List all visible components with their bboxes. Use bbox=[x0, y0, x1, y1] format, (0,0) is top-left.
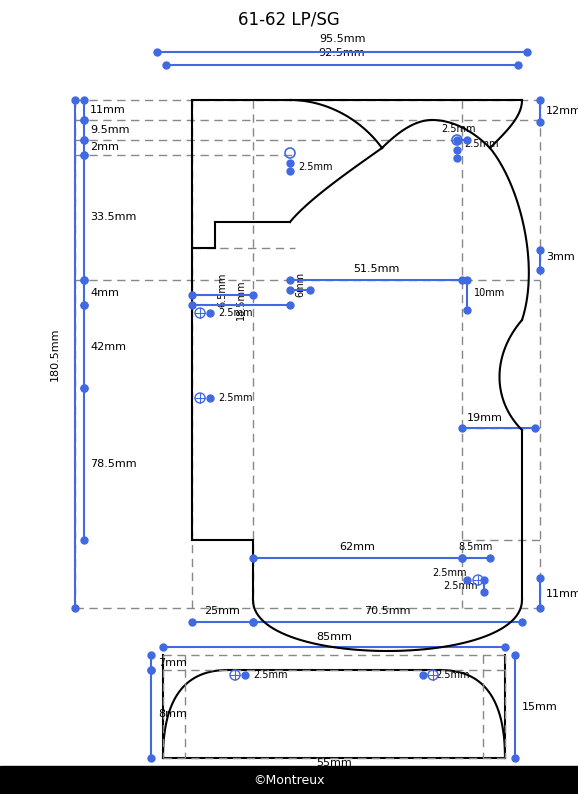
Text: 78.5mm: 78.5mm bbox=[90, 459, 136, 469]
Text: 33.5mm: 33.5mm bbox=[90, 213, 136, 222]
Text: 2mm: 2mm bbox=[90, 142, 119, 152]
Text: 11mm: 11mm bbox=[90, 105, 126, 115]
Text: 18.5mm: 18.5mm bbox=[236, 279, 246, 320]
Text: 6mm: 6mm bbox=[295, 272, 305, 297]
Text: 62mm: 62mm bbox=[339, 542, 376, 552]
Text: 85mm: 85mm bbox=[316, 632, 352, 642]
Text: 2.5mm: 2.5mm bbox=[253, 670, 287, 680]
Text: 6.5mm: 6.5mm bbox=[217, 273, 228, 307]
Text: ©Montreux: ©Montreux bbox=[253, 773, 325, 787]
Text: 2.5mm: 2.5mm bbox=[464, 139, 498, 149]
Text: 42mm: 42mm bbox=[90, 341, 126, 352]
Text: 15mm: 15mm bbox=[522, 702, 558, 711]
Text: 19mm: 19mm bbox=[467, 413, 503, 423]
Text: 2.5mm: 2.5mm bbox=[298, 162, 332, 172]
Text: 61-62 LP/SG: 61-62 LP/SG bbox=[238, 11, 340, 29]
Text: 2.5mm: 2.5mm bbox=[218, 308, 253, 318]
Text: 2.5mm: 2.5mm bbox=[442, 124, 476, 134]
Text: 12mm: 12mm bbox=[546, 106, 578, 116]
Text: 25mm: 25mm bbox=[205, 606, 240, 616]
Text: 2.5mm: 2.5mm bbox=[432, 568, 467, 578]
Bar bbox=[0, 766, 578, 794]
Text: 51.5mm: 51.5mm bbox=[353, 264, 399, 274]
Text: 4mm: 4mm bbox=[90, 287, 119, 298]
Text: 2.5mm: 2.5mm bbox=[218, 393, 253, 403]
Text: 7mm: 7mm bbox=[158, 657, 187, 668]
Text: 55mm: 55mm bbox=[316, 758, 352, 768]
Text: 180.5mm: 180.5mm bbox=[50, 327, 60, 381]
Text: 8mm: 8mm bbox=[158, 709, 187, 719]
Text: 2.5mm: 2.5mm bbox=[435, 670, 469, 680]
Text: 92.5mm: 92.5mm bbox=[318, 48, 365, 58]
Text: 11mm: 11mm bbox=[546, 589, 578, 599]
Text: 9.5mm: 9.5mm bbox=[90, 125, 129, 135]
Text: 3mm: 3mm bbox=[546, 252, 575, 262]
Text: 8.5mm: 8.5mm bbox=[459, 542, 493, 552]
Text: 10mm: 10mm bbox=[474, 287, 505, 298]
Text: 2.5mm: 2.5mm bbox=[443, 581, 478, 591]
Text: 70.5mm: 70.5mm bbox=[364, 606, 411, 616]
Text: 95.5mm: 95.5mm bbox=[318, 34, 365, 44]
